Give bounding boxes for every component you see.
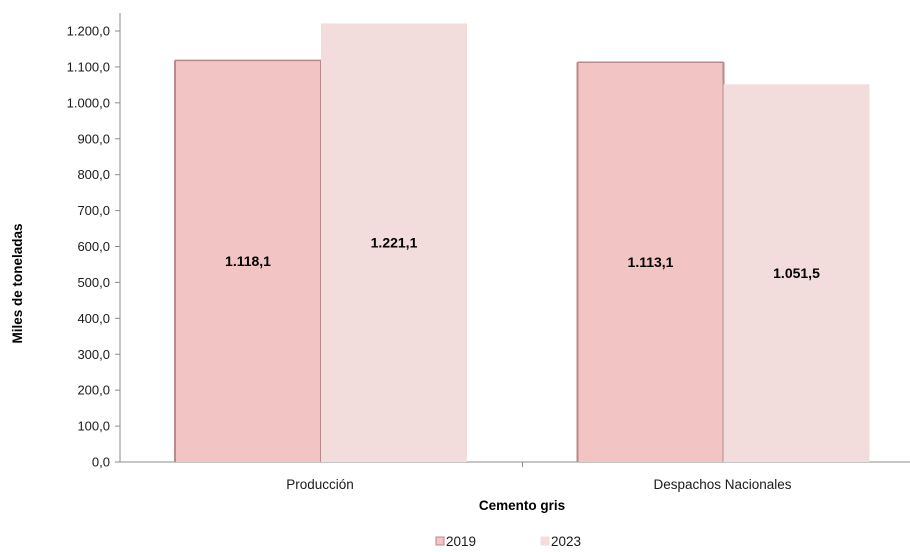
x-category-label: Producción: [286, 477, 354, 492]
y-tick-label: 1.100,0: [67, 59, 110, 74]
data-labels: 1.118,1 1.221,1 1.113,1 1.051,5: [225, 235, 820, 281]
x-axis: Producción Despachos Nacionales: [120, 461, 910, 492]
legend-swatch-2023: [540, 536, 550, 546]
bar-2023-0: [321, 23, 467, 463]
y-tick-label: 100,0: [77, 419, 110, 434]
y-axis: 0,0 100,0 200,0 300,0 400,0 500,0 600,0 700,0 80…: [67, 13, 121, 470]
y-tick-label: 900,0: [77, 131, 110, 146]
data-label-2019-1: 1.113,1: [628, 254, 674, 270]
data-label-2023-1: 1.051,5: [773, 265, 820, 281]
legend-swatch-2019: [435, 536, 445, 546]
plot-area: [174, 23, 870, 463]
legend-label-2023: 2023: [551, 534, 581, 549]
y-tick-label: 1.200,0: [67, 24, 110, 39]
y-tick-label: 800,0: [77, 167, 110, 182]
y-tick-label: 200,0: [77, 383, 110, 398]
data-label-2019-0: 1.118,1: [225, 253, 271, 269]
bar-2023-1: [723, 84, 870, 463]
y-tick-label: 700,0: [77, 203, 110, 218]
legend: 2019 2023: [435, 534, 581, 549]
y-tick-label: 400,0: [77, 311, 110, 326]
y-tick-label: 1.000,0: [67, 95, 110, 110]
y-tick-label: 300,0: [77, 347, 110, 362]
y-tick-label: 600,0: [77, 239, 110, 254]
y-tick-label: 0,0: [92, 455, 110, 470]
data-label-2023-0: 1.221,1: [371, 235, 418, 251]
x-axis-title: Cemento gris: [479, 498, 565, 513]
y-axis-title: Miles de toneladas: [10, 223, 25, 343]
bar-2019-1: [577, 62, 724, 463]
y-tick-label: 500,0: [77, 275, 110, 290]
legend-label-2019: 2019: [446, 534, 476, 549]
x-category-label: Despachos Nacionales: [653, 477, 791, 492]
bar-2019-0: [175, 60, 321, 463]
